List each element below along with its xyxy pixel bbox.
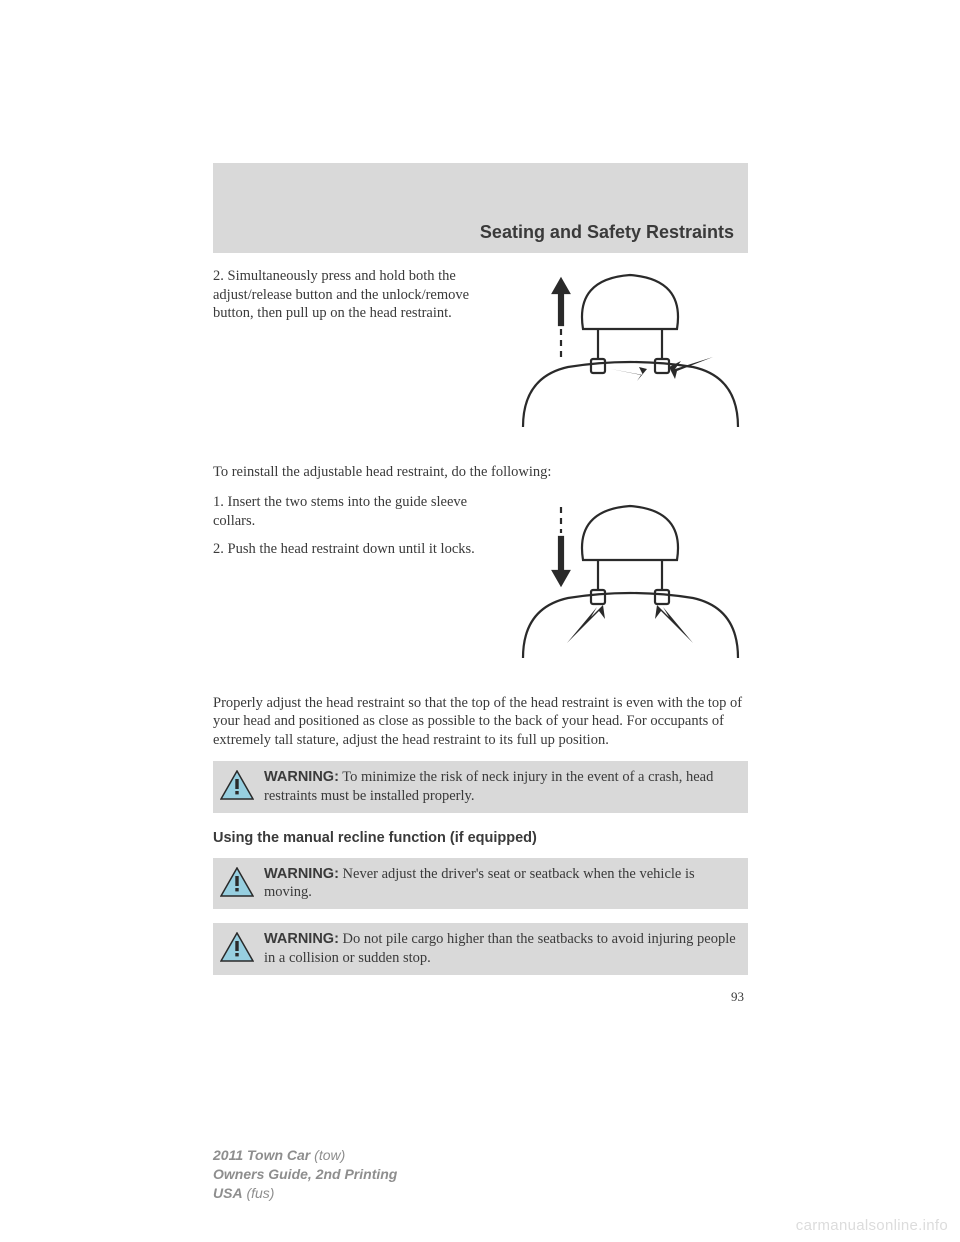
section-title: Seating and Safety Restraints (480, 222, 734, 243)
headrest-down-figure (513, 493, 748, 674)
warning-label: WARNING: (264, 866, 339, 882)
footer-model: 2011 Town Car (213, 1147, 310, 1163)
warning-icon (220, 867, 254, 897)
headrest-up-figure (513, 267, 748, 443)
warning-text: WARNING: Do not pile cargo higher than t… (264, 930, 738, 968)
warning-box: WARNING: Never adjust the driver's seat … (213, 858, 748, 910)
footer-guide: Owners Guide, 2nd Printing (213, 1165, 397, 1184)
subheading: Using the manual recline function (if eq… (213, 829, 748, 848)
watermark: carmanualsonline.info (796, 1217, 948, 1234)
manual-page: Seating and Safety Restraints 2. Simulta… (213, 163, 748, 1006)
section-header-band: Seating and Safety Restraints (213, 163, 748, 253)
step-remove-row: 2. Simultaneously press and hold both th… (213, 267, 748, 443)
paragraph: Properly adjust the head restraint so th… (213, 694, 748, 750)
step-install-row: 1. Insert the two stems into the guide s… (213, 493, 748, 674)
page-content: 2. Simultaneously press and hold both th… (213, 253, 748, 1006)
footer-code2: (fus) (243, 1185, 275, 1201)
warning-box: WARNING: Do not pile cargo higher than t… (213, 923, 748, 975)
paragraph: To reinstall the adjustable head restrai… (213, 463, 748, 482)
warning-label: WARNING: (264, 769, 339, 785)
footer-block: 2011 Town Car (tow) Owners Guide, 2nd Pr… (213, 1146, 397, 1203)
footer-code: (tow) (310, 1147, 345, 1163)
warning-label: WARNING: (264, 931, 339, 947)
warning-box: WARNING: To minimize the risk of neck in… (213, 761, 748, 813)
paragraph: 2. Push the head restraint down until it… (213, 540, 495, 559)
paragraph: 1. Insert the two stems into the guide s… (213, 493, 495, 530)
paragraph: 2. Simultaneously press and hold both th… (213, 267, 495, 323)
footer-region: USA (213, 1185, 243, 1201)
page-number: 93 (213, 989, 744, 1006)
warning-icon (220, 932, 254, 962)
warning-icon (220, 770, 254, 800)
warning-text: WARNING: Never adjust the driver's seat … (264, 865, 738, 903)
warning-text: WARNING: To minimize the risk of neck in… (264, 768, 738, 806)
